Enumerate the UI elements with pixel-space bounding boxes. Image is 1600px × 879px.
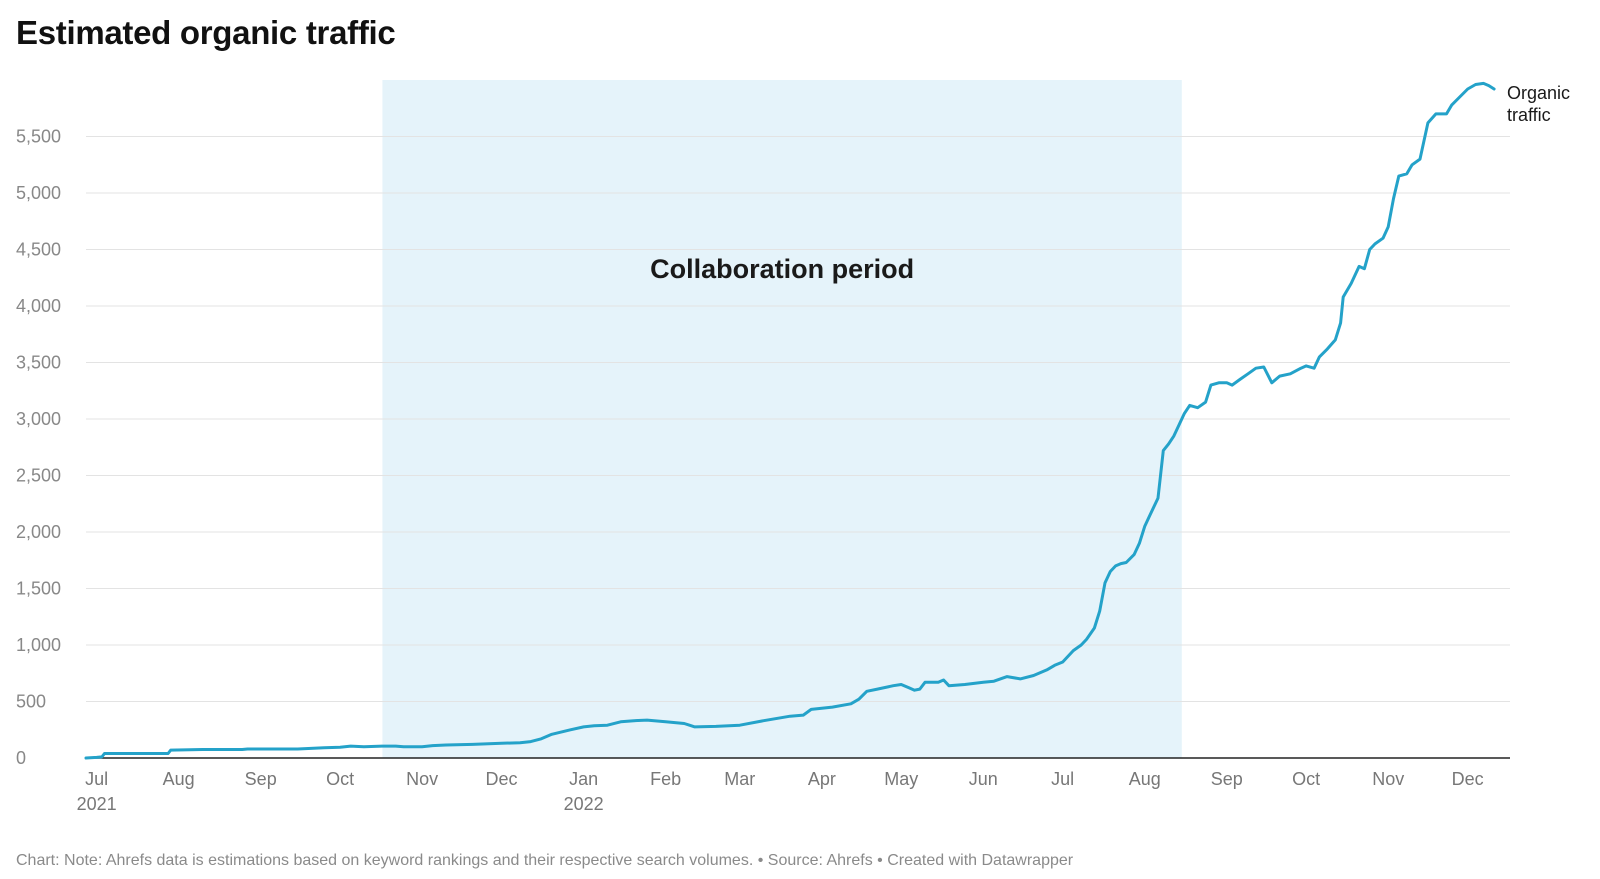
line-chart: Collaboration period 0 500 1,000 1,500 2,000… [16,80,1570,814]
x-tick-year-label: 2021 [77,794,117,814]
x-tick-label: Jul [85,769,108,789]
y-tick-label: 2,500 [16,466,61,486]
x-tick-label: Mar [724,769,755,789]
x-tick-label: Nov [1372,769,1404,789]
x-tick-label: Nov [406,769,438,789]
chart-title: Estimated organic traffic [16,14,396,51]
x-tick-label: Sep [1211,769,1243,789]
y-axis: 0 500 1,000 1,500 2,000 2,500 3,000 3,500 4,000 4… [16,127,61,769]
x-tick-label: Jan [569,769,598,789]
y-tick-label: 1,500 [16,579,61,599]
x-tick-label: Jun [969,769,998,789]
x-tick-label: Feb [650,769,681,789]
footer-credit: Created with Datawrapper [887,852,1074,869]
y-tick-label: 3,500 [16,353,61,373]
x-tick-label: Sep [245,769,277,789]
series-end-label: traffic [1507,105,1551,125]
y-tick-label: 500 [16,692,46,712]
chart-footer: Chart: Note: Ahrefs data is estimations … [16,852,1073,870]
x-tick-label: Aug [163,769,195,789]
y-tick-label: 4,000 [16,296,61,316]
x-tick-label: Aug [1129,769,1161,789]
y-tick-label: 1,000 [16,635,61,655]
x-tick-year-label: 2022 [564,794,604,814]
footer-source: Source: Ahrefs [767,852,873,869]
y-tick-label: 5,000 [16,183,61,203]
y-tick-label: 2,000 [16,522,61,542]
footer-note: Chart: Note: Ahrefs data is estimations … [16,852,754,869]
x-tick-label: Jul [1051,769,1074,789]
x-tick-label: Oct [1292,769,1320,789]
y-tick-label: 5,500 [16,127,61,147]
grid-layer [86,136,1510,759]
footer-separator: • [872,852,888,869]
series-end-label: Organic [1507,83,1570,103]
highlight-label: Collaboration period [650,254,914,284]
y-tick-label: 3,000 [16,409,61,429]
x-axis: Jul 2021 Aug Sep Oct Nov Dec Jan 2022 Feb Mar Apr Ma… [77,769,1484,814]
x-tick-label: Oct [326,769,354,789]
x-tick-label: Dec [486,769,518,789]
x-tick-label: Apr [808,769,836,789]
x-tick-label: Dec [1452,769,1484,789]
footer-separator: • [753,852,768,869]
x-tick-label: May [884,769,918,789]
y-tick-label: 0 [16,748,26,768]
series-line-organic-traffic [84,81,1496,760]
y-tick-label: 4,500 [16,240,61,260]
